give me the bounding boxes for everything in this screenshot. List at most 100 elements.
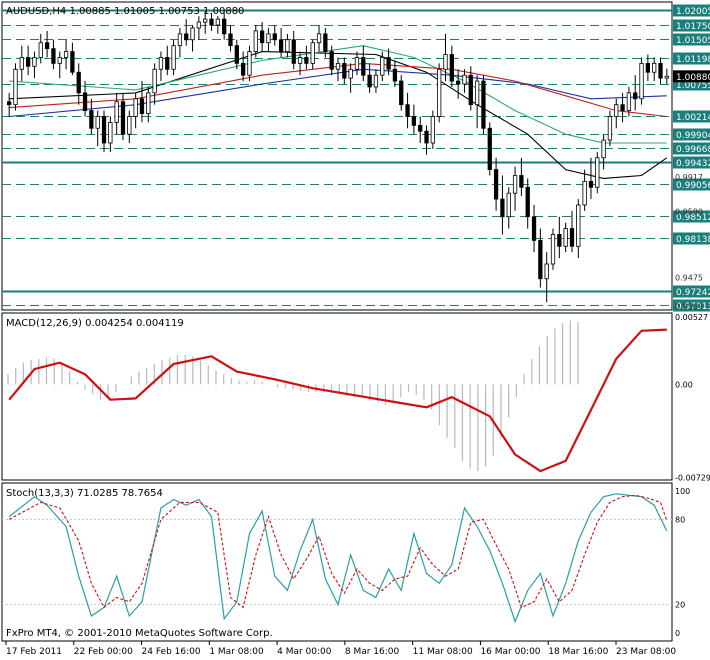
candle-body: [411, 116, 417, 126]
level-label: 0.99904: [676, 131, 710, 141]
time-tick-label: 23 Mar 08:00: [616, 647, 676, 656]
candle-body: [266, 33, 271, 44]
candle-body: [57, 57, 62, 64]
candle-body: [525, 186, 530, 218]
time-tick-label: 24 Feb 16:00: [142, 647, 201, 656]
candle-body: [595, 157, 600, 188]
candle-body: [215, 18, 220, 26]
level-label-bg: [673, 178, 710, 191]
macd-tick: 0.00527: [675, 313, 708, 322]
level-label: 0.99432: [676, 159, 710, 169]
macd-panel: 0.00527 0.00 -0.00729: [1, 312, 710, 482]
candle-body: [361, 57, 366, 76]
candle-body: [234, 45, 239, 64]
candle-body: [259, 30, 265, 44]
level-label-bg: [673, 210, 710, 223]
candle-body: [405, 104, 410, 117]
candle-body: [493, 169, 499, 200]
candle-body: [209, 18, 214, 26]
copyright-text: FxPro MT4, © 2001-2010 MetaQuotes Softwa…: [6, 628, 273, 639]
price-tick: 0.9590: [675, 207, 703, 216]
level-label: 0.99668: [676, 145, 710, 155]
candle-body: [392, 68, 398, 82]
stoch-tick: 100: [675, 487, 690, 496]
candle-body: [291, 39, 296, 64]
level-label-bg: [673, 128, 710, 141]
time-tick-label: 8 Mar 16:00: [345, 647, 400, 656]
candle-body: [120, 101, 126, 135]
level-label-bg: [673, 4, 710, 17]
level-label-bg: [673, 110, 710, 123]
candle-body: [633, 92, 638, 100]
candle-body: [367, 74, 372, 88]
candle-body: [203, 18, 208, 23]
candle-body: [89, 110, 94, 129]
candle-body: [297, 57, 303, 64]
candle-body: [658, 62, 663, 79]
candle-body: [127, 116, 132, 135]
candle-body: [32, 57, 37, 67]
candle-body: [190, 27, 195, 41]
time-tick-label: 17 Feb 2011: [6, 647, 62, 656]
candle-body: [474, 80, 480, 106]
candle-body: [241, 62, 246, 76]
level-label-bg: [673, 19, 710, 32]
candle-body: [177, 33, 183, 47]
level-label: 0.98512: [676, 213, 710, 223]
level-label: 1.02005: [676, 7, 710, 17]
price-tick: 0.9475: [675, 274, 703, 283]
candle-body: [512, 175, 518, 194]
macd-tick: 0.00: [675, 380, 693, 389]
candle-body: [588, 180, 594, 188]
candle-body: [386, 57, 391, 70]
candle-body: [576, 204, 581, 247]
candle-body: [310, 42, 315, 64]
candle-body: [620, 104, 625, 111]
candle-body: [443, 54, 448, 70]
candle-body: [272, 33, 277, 41]
candle-body: [607, 116, 613, 141]
candle-body: [114, 101, 119, 123]
candle-body: [323, 33, 328, 52]
candle-body: [7, 101, 12, 106]
candle-body: [456, 80, 461, 85]
candle-body: [133, 98, 138, 117]
candle-body: [335, 62, 341, 70]
level-label-bg: [673, 156, 710, 169]
candle-body: [500, 198, 505, 218]
ma-long-line: [9, 68, 667, 118]
candle-body: [418, 124, 423, 132]
candle-body: [639, 62, 644, 100]
candle-body: [506, 192, 511, 218]
candle-body: [342, 62, 347, 79]
candle-body: [285, 39, 290, 52]
price-panel: 1.02005 1.01750 1.01505 1.01198 1.00755 1.002…: [1, 1, 710, 312]
stoch-panel: 100 80 20 0: [1, 482, 690, 642]
time-tick-label: 11 Mar 08:00: [413, 647, 473, 656]
candle-body: [424, 130, 429, 144]
candle-body: [316, 33, 322, 44]
candle-body: [25, 57, 31, 67]
candle-body: [139, 98, 145, 114]
candle-body: [63, 51, 69, 58]
candle-body: [544, 263, 549, 280]
time-tick-label: 16 Mar 00:00: [480, 647, 540, 656]
candle-body: [101, 116, 107, 144]
candle-body: [196, 21, 202, 29]
candle-body: [152, 68, 157, 94]
candle-body: [158, 57, 164, 70]
candle-body: [582, 180, 587, 206]
level-label: 1.00214: [676, 113, 710, 123]
panel-frame: [1, 1, 673, 311]
level-label-bg: [673, 299, 710, 312]
panel-frame: [1, 312, 673, 481]
candle-body: [354, 57, 360, 70]
level-label-bg: [673, 285, 710, 298]
candle-body: [519, 175, 524, 188]
level-label: 1.01505: [676, 36, 710, 46]
time-axis: 17 Feb 2011 22 Feb 00:00 24 Feb 16:00 1 Mar…: [5, 641, 676, 657]
candle-body: [557, 234, 562, 247]
candle-body: [569, 228, 575, 247]
